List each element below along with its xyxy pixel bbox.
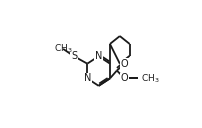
Text: CH$_3$: CH$_3$: [54, 43, 72, 55]
Text: S: S: [70, 51, 77, 61]
Text: N: N: [83, 73, 90, 83]
Text: O: O: [120, 59, 128, 69]
Text: O: O: [120, 73, 128, 83]
Text: CH$_3$: CH$_3$: [140, 72, 158, 85]
Text: N: N: [95, 51, 102, 61]
